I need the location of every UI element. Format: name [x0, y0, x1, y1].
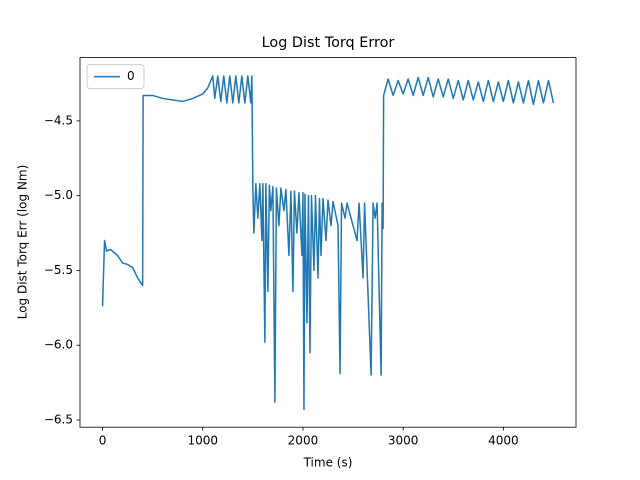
y-tick-label: −6.0 — [44, 338, 73, 352]
axes-frame — [79, 57, 577, 428]
chart-title: Log Dist Torq Error — [262, 35, 395, 51]
x-tick-label: 1000 — [187, 434, 218, 448]
x-tick-label: 2000 — [288, 434, 319, 448]
x-tick-label: 0 — [99, 434, 107, 448]
x-tick-label: 3000 — [388, 434, 419, 448]
legend-label: 0 — [127, 69, 135, 83]
x-axis-label: Time (s) — [303, 456, 353, 470]
y-tick-label: −4.5 — [44, 113, 73, 127]
x-tick-label: 4000 — [488, 434, 519, 448]
y-tick-label: −6.5 — [44, 413, 73, 427]
line-series — [101, 75, 555, 411]
y-tick-label: −5.5 — [44, 263, 73, 277]
y-tick-label: −5.0 — [44, 188, 73, 202]
y-axis-label: Log Dist Torq Err (log Nm) — [16, 165, 30, 320]
